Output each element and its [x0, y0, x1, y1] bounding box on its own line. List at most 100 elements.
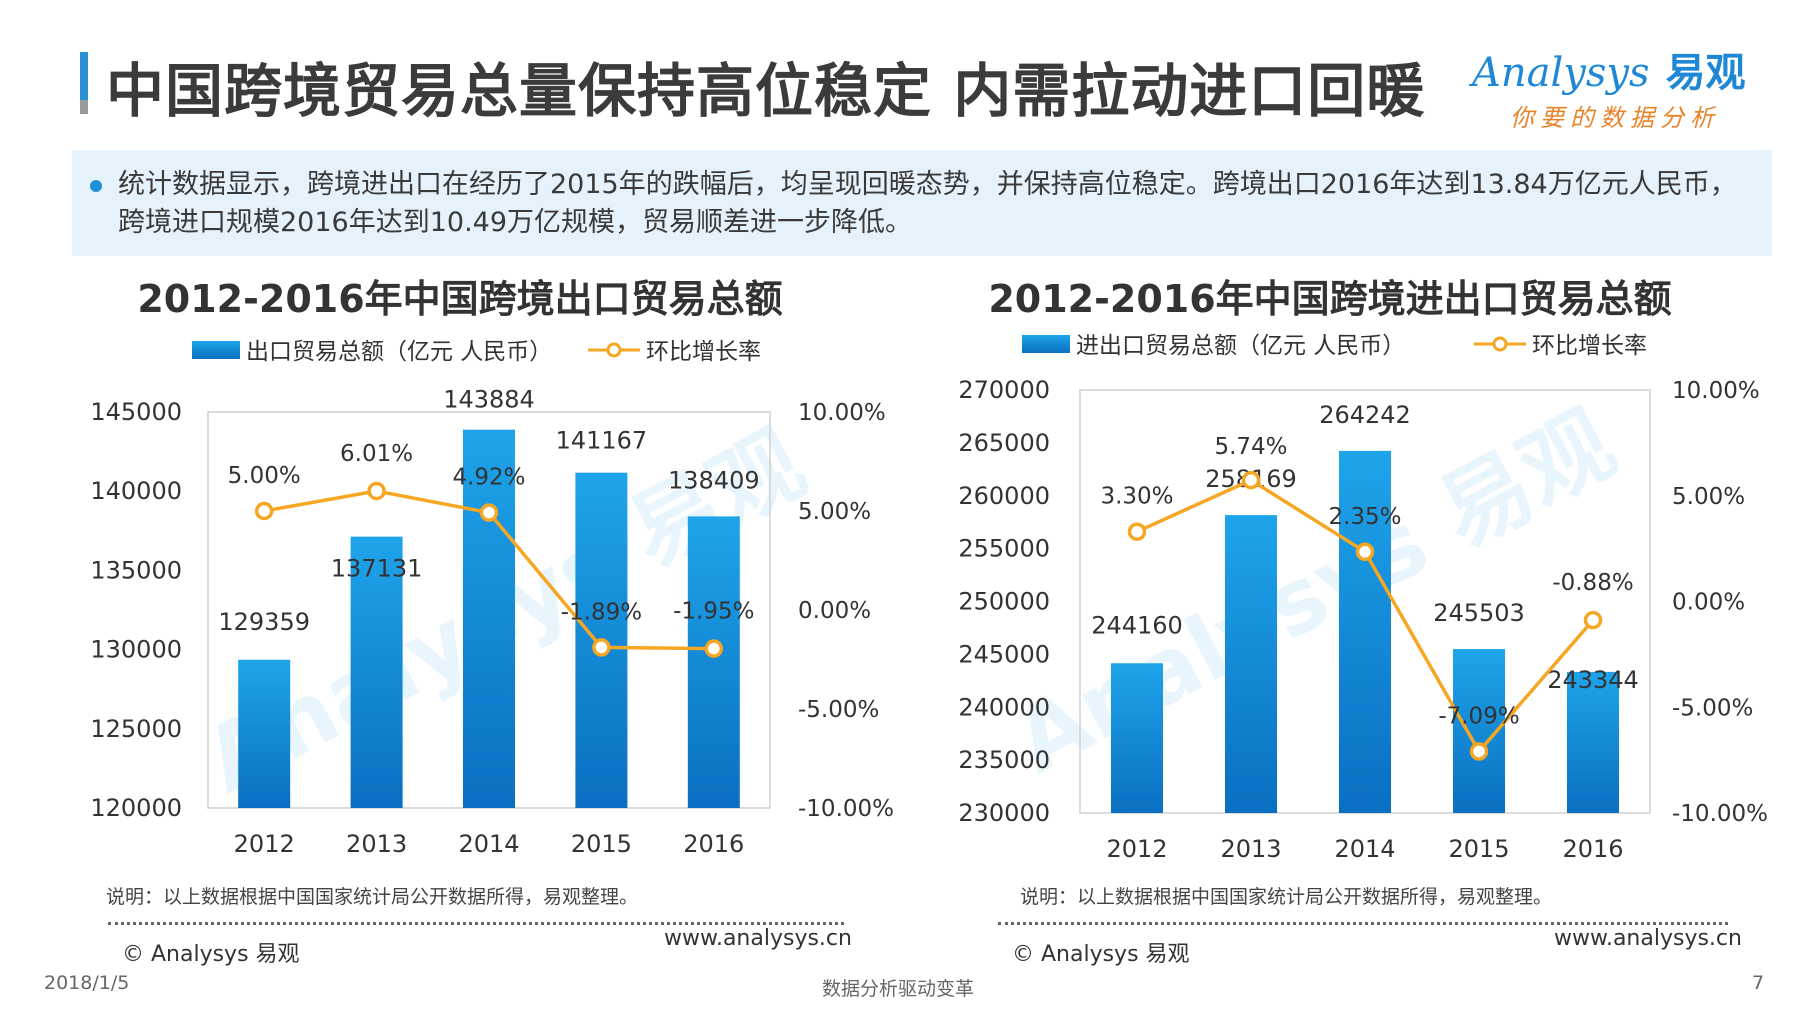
left-ytick-label: 130000	[90, 636, 182, 664]
right-rate-label: 5.74%	[1214, 434, 1287, 460]
right-rate-point	[1241, 470, 1261, 490]
right-legend-bar-swatch	[1022, 335, 1070, 353]
left-legend-line-marker	[606, 342, 622, 358]
left-ytick-label: 140000	[90, 477, 182, 505]
left-ytick-label: 120000	[90, 794, 182, 822]
left-ytick-label: 145000	[90, 398, 182, 426]
right-ytick-label: 260000	[958, 482, 1050, 510]
right-xtick-label: 2016	[1562, 835, 1623, 863]
left-title: 2012-2016年中国跨境出口贸易总额	[137, 277, 782, 321]
right-xtick-label: 2012	[1106, 835, 1167, 863]
right-url[interactable]: www.analysys.cn	[1554, 926, 1742, 951]
left-rate-point	[479, 503, 499, 522]
left-rate-point	[367, 481, 386, 501]
right-legend-line-label: 环比增长率	[1532, 333, 1647, 359]
logo-slogan: 你要的数据分析	[1510, 104, 1720, 132]
left-bar	[238, 659, 291, 808]
left-rate-point	[254, 501, 274, 521]
right-ytick-label: 235000	[958, 746, 1050, 774]
left-bar-label: 137131	[331, 555, 423, 583]
right-legend-bar-label: 进出口贸易总额（亿元 人民币）	[1076, 333, 1405, 359]
right-y2tick-label: -10.00%	[1672, 801, 1768, 827]
left-rate-label: 6.01%	[340, 441, 413, 467]
right-xtick-label: 2015	[1448, 835, 1509, 863]
right-bar-label: 243344	[1547, 666, 1639, 694]
summary-text: 统计数据显示，跨境进出口在经历了2015年的跌幅后，均呈现回暖态势，并保持高位稳…	[118, 169, 1737, 238]
logo-en: Analysys	[1472, 50, 1650, 96]
left-copyright: © Analysys 易观	[122, 942, 300, 967]
left-bar-label: 129359	[218, 608, 310, 636]
left-url[interactable]: www.analysys.cn	[664, 926, 852, 951]
right-title: 2012-2016年中国跨境进出口贸易总额	[988, 277, 1671, 321]
left-bar-label: 141167	[556, 427, 648, 455]
right-rate-label: 2.35%	[1328, 504, 1401, 530]
left-xtick-label: 2014	[458, 830, 519, 858]
left-rate-point	[592, 638, 611, 657]
logo-cn: 易观	[1665, 50, 1746, 96]
right-ytick-label: 265000	[958, 429, 1050, 457]
left-legend-bar-swatch	[192, 341, 240, 359]
left-rate-point	[704, 639, 724, 658]
left-legend-line-label: 环比增长率	[646, 339, 761, 365]
right-y2tick-label: -5.00%	[1672, 695, 1753, 721]
right-divider	[998, 922, 1728, 925]
left-y2tick-label: 10.00%	[798, 400, 886, 426]
right-y2tick-label: 5.00%	[1672, 484, 1745, 510]
analysys-logo: Analysys 易观 你要的数据分析	[1472, 40, 1772, 140]
logo-text: Analysys 易观	[1472, 40, 1746, 98]
left-bar	[350, 536, 403, 808]
left-xtick-label: 2012	[234, 830, 295, 858]
left-ytick-label: 135000	[90, 556, 182, 584]
summary-box: 统计数据显示，跨境进出口在经历了2015年的跌幅后，均呈现回暖态势，并保持高位稳…	[72, 150, 1772, 256]
left-ytick-label: 125000	[90, 715, 182, 743]
right-rate-point	[1583, 610, 1603, 630]
right-xtick-label: 2013	[1220, 835, 1281, 863]
right-y2tick-label: 10.00%	[1672, 378, 1760, 404]
right-bar	[1225, 515, 1277, 813]
page-number: 7	[1752, 972, 1765, 994]
right-xtick-label: 2014	[1334, 835, 1395, 863]
left-bar	[687, 516, 740, 808]
title-accent-bar-gray	[80, 100, 88, 114]
right-bar-label: 264242	[1319, 401, 1411, 429]
right-bar-label: 244160	[1091, 611, 1183, 639]
right-bar	[1111, 663, 1163, 813]
title-accent-bar	[80, 52, 88, 114]
left-y2tick-label: -5.00%	[798, 697, 879, 723]
right-rate-point	[1355, 542, 1375, 562]
left-rate-label: -1.89%	[561, 599, 642, 625]
right-chart-note: 说明：以上数据根据中国国家统计局公开数据所得，易观整理。	[1020, 886, 1553, 908]
left-rate-label: 5.00%	[228, 463, 301, 489]
right-bar	[1339, 450, 1391, 813]
left-y2tick-label: -10.00%	[798, 796, 894, 822]
right-copyright: © Analysys 易观	[1012, 942, 1190, 967]
right-ytick-label: 245000	[958, 640, 1050, 668]
left-bar-label: 138409	[668, 466, 760, 494]
left-xtick-label: 2013	[346, 830, 407, 858]
right-bar-label: 245503	[1433, 599, 1525, 627]
left-bar	[463, 429, 515, 808]
right-rate-label: 3.30%	[1100, 484, 1173, 510]
right-rate-point	[1127, 522, 1147, 541]
right-rate-label: -7.09%	[1438, 703, 1519, 729]
left-y2tick-label: 5.00%	[798, 499, 871, 525]
page-title: 中国跨境贸易总量保持高位稳定 内需拉动进口回暖	[106, 57, 1426, 125]
left-xtick-label: 2015	[571, 830, 632, 858]
left-rate-label: 4.92%	[452, 465, 525, 491]
right-y2tick-label: 0.00%	[1672, 590, 1745, 616]
right-ytick-label: 270000	[958, 376, 1050, 404]
left-rate-label: -1.95%	[673, 599, 754, 625]
left-legend-bar-label: 出口贸易总额（亿元 人民币）	[246, 339, 552, 365]
right-legend-line-marker	[1492, 336, 1508, 352]
right-rate-label: -0.88%	[1552, 570, 1633, 596]
page-date: 2018/1/5	[44, 972, 130, 994]
right-ytick-label: 250000	[958, 588, 1050, 616]
left-bar-label: 143884	[443, 386, 535, 414]
right-rate-point	[1469, 742, 1489, 761]
right-ytick-label: 240000	[958, 693, 1050, 721]
left-chart-note: 说明：以上数据根据中国国家统计局公开数据所得，易观整理。	[106, 886, 639, 908]
right-bar	[1567, 671, 1619, 813]
left-xtick-label: 2016	[683, 830, 744, 858]
